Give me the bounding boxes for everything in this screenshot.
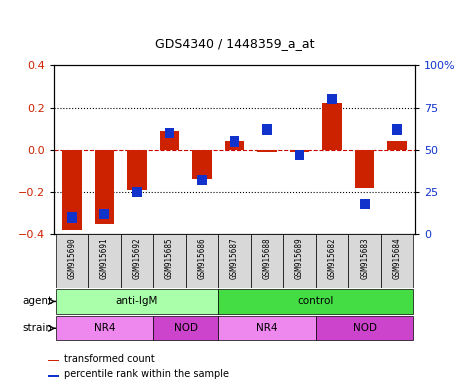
Text: NOD: NOD [353, 323, 377, 333]
Bar [88, 234, 121, 288]
Bar [290, 150, 310, 152]
Bar [327, 94, 337, 104]
Bar [48, 375, 59, 377]
Bar [127, 150, 147, 190]
Bar [55, 290, 218, 313]
Bar [218, 316, 316, 341]
Bar [316, 234, 348, 288]
Text: agent: agent [22, 296, 53, 306]
Text: control: control [298, 296, 334, 306]
Text: GDS4340 / 1448359_a_at: GDS4340 / 1448359_a_at [155, 37, 314, 50]
Text: transformed count: transformed count [64, 354, 155, 364]
Text: anti-IgM: anti-IgM [116, 296, 158, 306]
Bar [197, 175, 207, 185]
Text: GSM915690: GSM915690 [68, 237, 76, 278]
Bar [355, 150, 374, 188]
Bar [381, 234, 414, 288]
Text: GSM915687: GSM915687 [230, 237, 239, 278]
Text: GSM915686: GSM915686 [197, 237, 206, 278]
Bar [186, 234, 218, 288]
Bar [251, 234, 283, 288]
Bar [159, 131, 179, 150]
Text: GSM915689: GSM915689 [295, 237, 304, 278]
Bar [218, 234, 251, 288]
Bar [360, 199, 370, 209]
Bar [348, 234, 381, 288]
Text: GSM915682: GSM915682 [328, 237, 337, 278]
Text: GSM915688: GSM915688 [263, 237, 272, 278]
Text: percentile rank within the sample: percentile rank within the sample [64, 369, 229, 379]
Bar [262, 124, 272, 135]
Bar [283, 234, 316, 288]
Bar [295, 149, 304, 160]
Text: NOD: NOD [174, 323, 198, 333]
Bar [322, 103, 342, 150]
Bar [48, 359, 59, 361]
Text: GSM915692: GSM915692 [132, 237, 141, 278]
Bar [316, 316, 414, 341]
Bar [218, 290, 414, 313]
Text: GSM915684: GSM915684 [393, 237, 401, 278]
Bar [230, 136, 239, 147]
Bar [257, 150, 277, 152]
Bar [55, 316, 153, 341]
Bar [392, 124, 402, 135]
Bar [192, 150, 212, 179]
Text: GSM915685: GSM915685 [165, 237, 174, 278]
Bar [153, 316, 218, 341]
Bar [387, 141, 407, 150]
Bar [225, 141, 244, 150]
Text: GSM915683: GSM915683 [360, 237, 369, 278]
Bar [132, 187, 142, 197]
Bar [55, 234, 88, 288]
Text: NR4: NR4 [256, 323, 278, 333]
Bar [95, 150, 114, 223]
Text: NR4: NR4 [94, 323, 115, 333]
Bar [165, 127, 174, 138]
Bar [67, 212, 77, 223]
Bar [121, 234, 153, 288]
Bar [153, 234, 186, 288]
Text: GSM915691: GSM915691 [100, 237, 109, 278]
Bar [62, 150, 82, 230]
Bar [99, 209, 109, 219]
Text: strain: strain [23, 323, 53, 333]
